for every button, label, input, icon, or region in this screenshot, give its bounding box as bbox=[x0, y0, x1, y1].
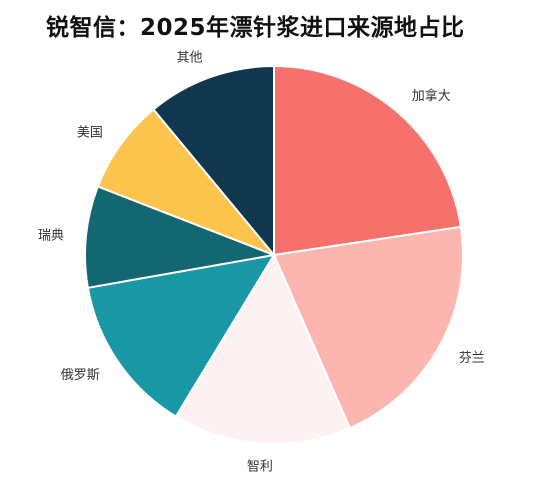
slice-label-4: 瑞典 bbox=[38, 228, 64, 243]
pie-slice-2 bbox=[174, 252, 352, 445]
pie-slice-4 bbox=[84, 185, 278, 289]
pie-slice-6 bbox=[152, 64, 275, 258]
slice-label-2: 智利 bbox=[247, 460, 273, 475]
chart-title: 锐智信：2025年漂针浆进口来源地占比 bbox=[46, 15, 465, 41]
pie-slice-5 bbox=[96, 108, 278, 258]
pie-slice-3 bbox=[86, 253, 277, 418]
slice-label-3: 俄罗斯 bbox=[61, 368, 100, 383]
slice-label-6: 其他 bbox=[176, 51, 202, 66]
pie-slices bbox=[84, 64, 464, 445]
slice-label-5: 美国 bbox=[77, 126, 103, 141]
slice-label-1: 芬兰 bbox=[459, 351, 485, 366]
pie-slice-0 bbox=[273, 64, 463, 257]
pie-slice-1 bbox=[272, 225, 464, 430]
slice-label-0: 加拿大 bbox=[412, 88, 451, 104]
